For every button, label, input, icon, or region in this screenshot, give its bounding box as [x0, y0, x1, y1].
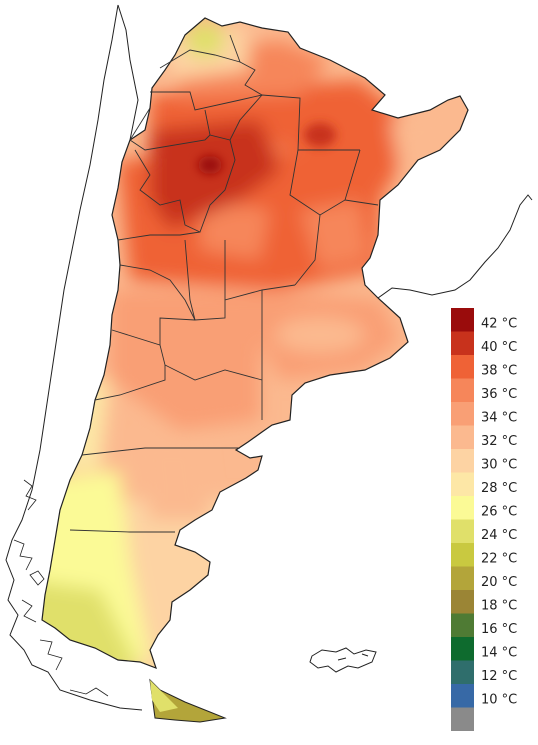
legend-swatch — [451, 543, 474, 567]
tierra-del-fuego-shade — [150, 680, 178, 712]
legend-swatch — [451, 425, 474, 449]
legend-label: 30 °C — [481, 458, 517, 473]
chile-islands — [13, 479, 109, 697]
legend-label: 12 °C — [481, 669, 517, 684]
legend-swatch — [451, 496, 474, 520]
legend-swatch — [451, 637, 474, 661]
legend-swatch — [451, 355, 474, 379]
legend-swatch — [451, 331, 474, 355]
legend-swatch — [451, 707, 474, 731]
legend-label: 28 °C — [481, 481, 517, 496]
legend-label: 34 °C — [481, 411, 517, 426]
legend-label: 40 °C — [481, 340, 517, 355]
legend-label: 38 °C — [481, 364, 517, 379]
legend-swatch — [451, 402, 474, 426]
legend-swatch — [451, 590, 474, 614]
legend-swatch — [451, 472, 474, 496]
legend-label: 20 °C — [481, 575, 517, 590]
legend-swatch — [451, 449, 474, 473]
chile-border — [117, 4, 139, 141]
legend-label: 16 °C — [481, 622, 517, 637]
legend-swatch — [451, 613, 474, 637]
legend: 42 °C 40 °C 38 °C 36 °C 34 °C 32 °C 30 °C 28 °C… — [451, 308, 517, 731]
legend-label: 22 °C — [481, 552, 517, 567]
legend-label: 26 °C — [481, 505, 517, 520]
tierra-del-fuego — [149, 678, 227, 723]
argentina-outline — [41, 17, 469, 670]
legend-swatch — [451, 308, 474, 332]
legend-label: 36 °C — [481, 387, 517, 402]
legend-swatch — [451, 660, 474, 684]
legend-label: 18 °C — [481, 599, 517, 614]
legend-swatch — [451, 566, 474, 590]
legend-label: 42 °C — [481, 317, 517, 332]
legend-swatch — [451, 378, 474, 402]
chile-coastline — [5, 4, 143, 711]
legend-label: 32 °C — [481, 434, 517, 449]
legend-label: 14 °C — [481, 646, 517, 661]
neighbor-border — [377, 194, 533, 299]
legend-label: 10 °C — [481, 693, 517, 708]
legend-swatch — [451, 519, 474, 543]
legend-swatch — [451, 684, 474, 708]
malvinas-islands — [309, 647, 377, 673]
province-boundaries — [69, 34, 379, 533]
legend-label: 24 °C — [481, 528, 517, 543]
